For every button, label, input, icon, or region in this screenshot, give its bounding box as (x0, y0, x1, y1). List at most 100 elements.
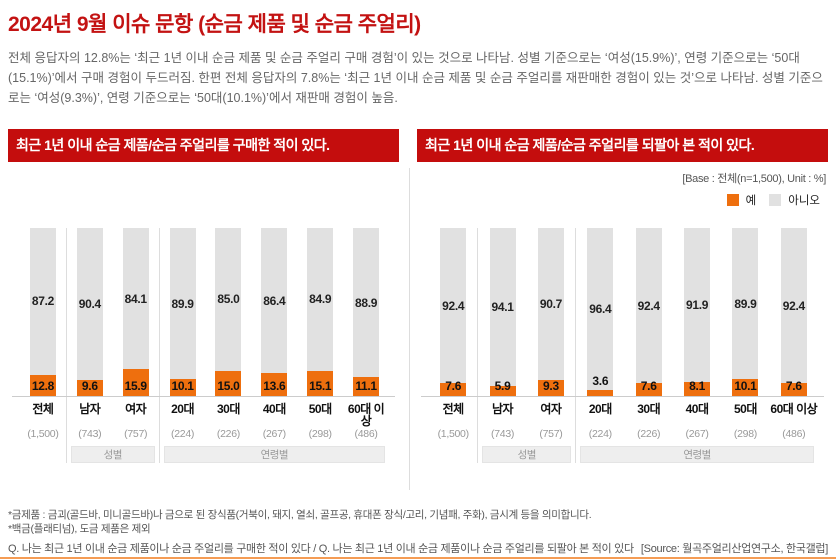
bar-yes-segment (122, 369, 149, 396)
question-row: Q. 나는 최근 1년 이내 순금 제품이나 순금 주얼리를 구매한 적이 있다… (8, 540, 828, 556)
bar-column: 84.1 15.9 여자 (757) (113, 228, 159, 443)
base-count: (298) (308, 428, 332, 440)
purchase-chart: 87.2 12.8 전체 (1,500) 90.4 9.6 남자 (743) 84.1 15.9 여… (8, 228, 399, 463)
group-band: 성별 (70, 446, 155, 463)
bar-column: 88.9 11.1 60대 이상 (486) (343, 228, 389, 443)
base-count: (743) (78, 428, 102, 440)
resale-chart: 92.4 7.6 전체 (1,500) 94.1 5.9 남자 (743) 90.7 9.3 여자 (… (417, 228, 828, 463)
value-label-no: 87.2 (31, 294, 55, 309)
column-group-성별: 94.1 5.9 남자 (743) 90.7 9.3 여자 (757) 성별 (477, 228, 575, 463)
value-label-yes: 7.6 (785, 379, 802, 393)
value-label-yes: 15.1 (309, 379, 332, 393)
value-label-no: 90.4 (78, 296, 101, 311)
bar-yes-segment (353, 377, 380, 396)
value-label-no: 91.9 (685, 298, 709, 313)
page-title: 2024년 9월 이슈 문항 (순금 제품 및 순금 주얼리) (8, 13, 421, 36)
category-label: 50대 (733, 402, 757, 416)
value-label-no: 92.4 (442, 298, 465, 313)
category-label: 30대 (216, 402, 240, 416)
bar-yes-segment (635, 383, 662, 396)
bar-yes-segment (684, 382, 711, 396)
bar-column: 92.4 7.6 60대 이상 (486) (770, 228, 818, 443)
bar-column: 94.1 5.9 남자 (743) (478, 228, 526, 443)
legend-no-swatch (769, 194, 782, 206)
value-label-yes: 10.1 (734, 379, 757, 393)
base-count: (224) (588, 428, 612, 440)
bar-no-segment: 94.1 (489, 228, 516, 387)
bar-column: 89.9 10.1 50대 (298) (721, 228, 769, 443)
bar-no-segment: 96.4 (587, 228, 614, 390)
bar-no-segment: 90.7 (537, 228, 564, 381)
value-label-yes: 3.6 (592, 373, 609, 388)
bar-column: 84.9 15.1 50대 (298) (297, 228, 343, 443)
bar-yes-segment (76, 379, 103, 396)
value-label-no: 92.4 (637, 298, 660, 313)
bar-no-segment: 89.9 (732, 228, 759, 380)
resale-chart-panel: 최근 1년 이내 순금 제품/순금 주얼리를 되팔아 본 적이 있다. [Bas… (417, 129, 828, 463)
panel-divider (409, 168, 410, 490)
column-group-total: 92.4 7.6 전체 (1,500) (429, 228, 477, 463)
bar-yes-segment (732, 379, 759, 396)
bar-column: 90.7 9.3 여자 (757) (527, 228, 575, 443)
bar-column: 86.4 13.6 40대 (267) (251, 228, 297, 443)
bottom-accent-border (0, 557, 836, 559)
category-label: 50대 (308, 402, 332, 416)
intro-paragraph: 전체 응답자의 12.8%는 ‘최근 1년 이내 순금 제품 및 순금 주얼리 … (8, 51, 823, 105)
legend-no-label: 아니오 (788, 195, 820, 207)
value-label-yes: 15.0 (217, 379, 240, 393)
value-label-no: 94.1 (491, 300, 514, 315)
value-label-yes: 9.3 (543, 379, 559, 393)
category-label: 전체 (442, 402, 465, 416)
column-group-연령별: 89.9 10.1 20대 (224) 85.0 15.0 30대 (226) 86.4 13.6… (158, 228, 389, 463)
base-count: (226) (216, 428, 240, 440)
legend-yes-label: 예 (745, 195, 757, 207)
bar-yes-segment (489, 386, 516, 396)
source-text: [Source: 월곡주얼리산업연구소, 한국갤럽] (640, 543, 828, 555)
base-count: (267) (262, 428, 286, 440)
purchase-chart-title: 최근 1년 이내 순금 제품/순금 주얼리를 구매한 적이 있다. (8, 129, 399, 162)
value-label-yes: 15.9 (124, 379, 147, 393)
bar-no-segment: 92.4 (780, 228, 807, 384)
bar-no-segment: 88.9 (353, 228, 380, 378)
value-label-no: 89.9 (171, 296, 194, 311)
category-label: 여자 (540, 402, 562, 416)
bar-column: 96.4 3.6 20대 (224) (576, 228, 624, 443)
column-group-total: 87.2 12.8 전체 (1,500) (20, 228, 66, 463)
bar-column: 92.4 7.6 30대 (226) (625, 228, 673, 443)
column-group-성별: 90.4 9.6 남자 (743) 84.1 15.9 여자 (757) 성별 (65, 228, 159, 463)
value-label-no: 84.9 (309, 292, 332, 307)
value-label-no: 86.4 (263, 293, 286, 308)
value-label-no: 90.7 (539, 297, 563, 312)
bar-column: 85.0 15.0 30대 (226) (206, 228, 252, 443)
value-label-yes: 9.6 (81, 379, 98, 393)
category-label: 전체 (32, 402, 54, 416)
purchase-chart-panel: 최근 1년 이내 순금 제품/순금 주얼리를 구매한 적이 있다. 87.2 12… (8, 129, 399, 463)
bar-yes-segment (537, 380, 564, 396)
value-label-yes: 10.1 (171, 379, 194, 393)
bar-no-segment: 92.4 (635, 228, 662, 384)
bar-no-segment: 85.0 (215, 228, 242, 371)
bar-no-segment: 84.9 (307, 228, 334, 371)
category-label: 40대 (685, 402, 709, 416)
base-count: (743) (491, 428, 515, 440)
bar-no-segment: 89.9 (169, 228, 196, 380)
bar-column: 91.9 8.1 40대 (267) (673, 228, 721, 443)
category-label: 남자 (79, 402, 101, 416)
bar-yes-segment (780, 383, 807, 396)
group-band: 성별 (482, 446, 572, 463)
base-count: (226) (637, 428, 661, 440)
footnote-line: *금제품 : 금괴(골드바, 미니골드바)나 금으로 된 장식품(거북이, 돼지… (8, 509, 592, 521)
value-label-no: 85.0 (217, 292, 240, 307)
bar-no-segment: 90.4 (76, 228, 103, 380)
group-band: 연령별 (163, 446, 385, 463)
question-text: Q. 나는 최근 1년 이내 순금 제품이나 순금 주얼리를 구매한 적이 있다… (8, 543, 634, 555)
value-label-yes: 11.1 (355, 379, 377, 393)
base-count: (1,500) (437, 428, 469, 440)
base-count: (757) (124, 428, 148, 440)
value-label-yes: 12.8 (31, 379, 55, 393)
base-count: (267) (685, 428, 709, 440)
value-label-yes: 7.6 (640, 379, 657, 393)
bar-yes-segment (307, 370, 334, 396)
bar-yes-segment (29, 374, 56, 396)
base-count: (298) (733, 428, 757, 440)
